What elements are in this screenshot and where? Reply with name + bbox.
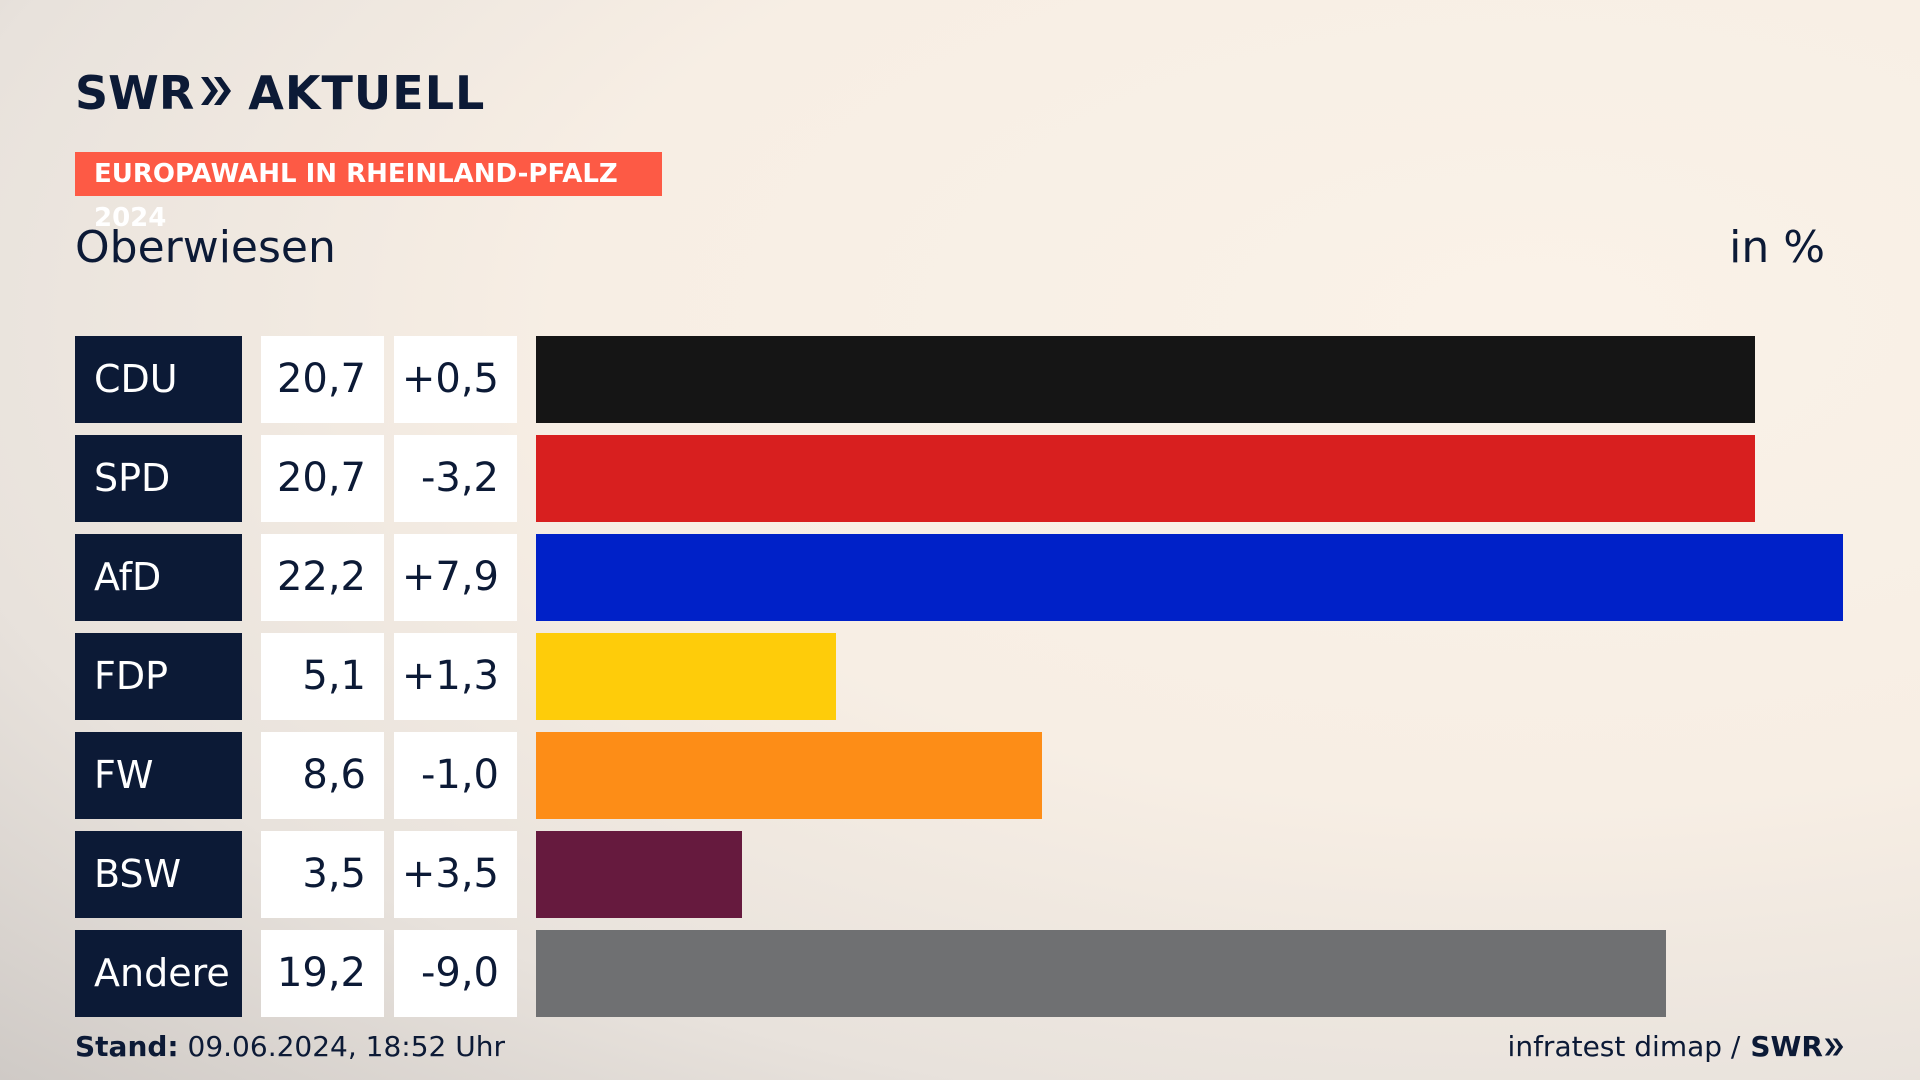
location-title: Oberwiesen: [75, 222, 336, 273]
bar-bsw: [536, 831, 742, 918]
bar-andere: [536, 930, 1666, 1017]
party-label: CDU: [75, 336, 242, 423]
result-row-afd: AfD 22,2 +7,9: [75, 534, 1845, 621]
value-label: 20,7: [261, 435, 384, 522]
diff-label: -3,2: [394, 435, 517, 522]
result-row-cdu: CDU 20,7 +0,5: [75, 336, 1845, 423]
party-label: FDP: [75, 633, 242, 720]
stand-label: Stand:: [75, 1030, 179, 1063]
value-label: 8,6: [261, 732, 384, 819]
election-tag: EUROPAWAHL IN RHEINLAND-PFALZ 2024: [75, 152, 662, 233]
party-label: BSW: [75, 831, 242, 918]
stand-value: 09.06.2024, 18:52 Uhr: [187, 1030, 505, 1063]
party-label: FW: [75, 732, 242, 819]
diff-label: +3,5: [394, 831, 517, 918]
value-label: 5,1: [261, 633, 384, 720]
mini-swr-logo: SWR: [1750, 1030, 1845, 1063]
mini-logo-text: SWR: [1750, 1030, 1823, 1063]
result-row-fdp: FDP 5,1 +1,3: [75, 633, 1845, 720]
swr-aktuell-logo: SWR AKTUELL: [75, 66, 486, 120]
bar-spd: [536, 435, 1755, 522]
value-label: 22,2: [261, 534, 384, 621]
result-row-bsw: BSW 3,5 +3,5: [75, 831, 1845, 918]
mini-double-chevron-icon: [1824, 1037, 1844, 1056]
bar-cdu: [536, 336, 1755, 423]
value-label: 20,7: [261, 336, 384, 423]
result-row-spd: SPD 20,7 -3,2: [75, 435, 1845, 522]
double-chevron-icon: [198, 66, 234, 120]
result-row-fw: FW 8,6 -1,0: [75, 732, 1845, 819]
source-text: infratest dimap /: [1507, 1030, 1741, 1063]
party-label: AfD: [75, 534, 242, 621]
diff-label: -1,0: [394, 732, 517, 819]
bar-fdp: [536, 633, 836, 720]
diff-label: -9,0: [394, 930, 517, 1017]
party-label: SPD: [75, 435, 242, 522]
party-label: Andere: [75, 930, 242, 1017]
source-credit: infratest dimap / SWR: [1508, 1030, 1845, 1063]
diff-label: +0,5: [394, 336, 517, 423]
bar-fw: [536, 732, 1042, 819]
value-label: 19,2: [261, 930, 384, 1017]
bar-afd: [536, 534, 1843, 621]
logo-aktuell-text: AKTUELL: [248, 66, 486, 120]
value-label: 3,5: [261, 831, 384, 918]
unit-label: in %: [1729, 222, 1825, 273]
diff-label: +1,3: [394, 633, 517, 720]
diff-label: +7,9: [394, 534, 517, 621]
timestamp: Stand: 09.06.2024, 18:52 Uhr: [75, 1030, 505, 1063]
logo-swr-text: SWR: [75, 66, 195, 120]
result-row-andere: Andere 19,2 -9,0: [75, 930, 1845, 1017]
